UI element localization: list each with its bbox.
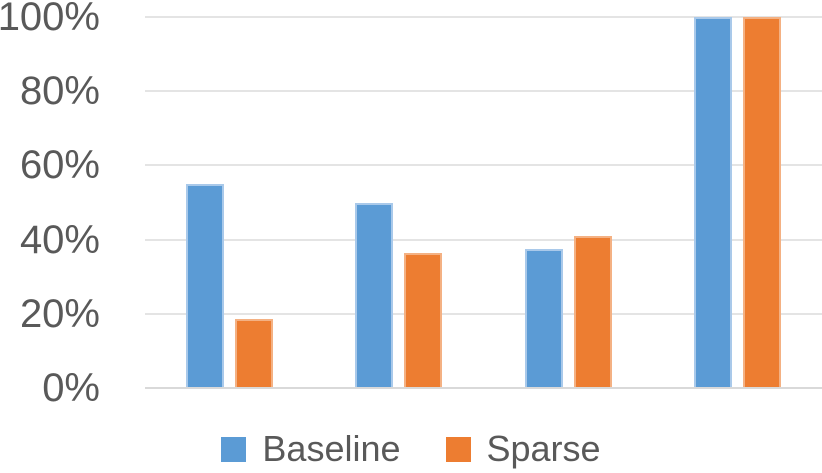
legend-swatch-baseline	[221, 436, 247, 462]
bar-group	[314, 17, 483, 388]
legend-entry-baseline: Baseline	[221, 428, 401, 469]
bar-group	[653, 17, 822, 388]
bar-baseline-2	[355, 202, 394, 388]
y-tick-label: 0%	[42, 366, 100, 410]
bar-sparse-2	[404, 252, 443, 388]
bar-baseline-1	[186, 183, 225, 388]
legend-label: Baseline	[262, 428, 401, 469]
y-tick-label: 40%	[19, 217, 100, 262]
gridline	[145, 312, 822, 315]
legend-entry-sparse: Sparse	[445, 428, 601, 469]
gridline	[145, 16, 822, 18]
y-tick-label: 60%	[19, 143, 100, 188]
bar-group	[484, 17, 653, 388]
y-tick-label: 80%	[19, 69, 100, 114]
bar-sparse-4	[742, 17, 781, 388]
bar-baseline-4	[693, 17, 732, 388]
bar-group	[145, 17, 314, 388]
plot-area	[145, 16, 822, 389]
bar-baseline-3	[524, 248, 563, 388]
legend-label: Sparse	[486, 428, 601, 469]
y-tick-label: 100%	[0, 0, 100, 39]
x-axis-line	[145, 387, 822, 389]
bar-groups	[145, 17, 822, 388]
bar-sparse-3	[573, 235, 612, 388]
gridline	[145, 164, 822, 167]
y-axis: 0% 20% 40% 60% 80% 100%	[0, 0, 100, 408]
y-tick-label: 20%	[19, 291, 100, 336]
gridline	[145, 238, 822, 241]
gridline	[145, 90, 822, 93]
legend-swatch-sparse	[445, 436, 471, 462]
legend: Baseline Sparse	[0, 427, 822, 471]
bar-sparse-1	[235, 319, 274, 388]
